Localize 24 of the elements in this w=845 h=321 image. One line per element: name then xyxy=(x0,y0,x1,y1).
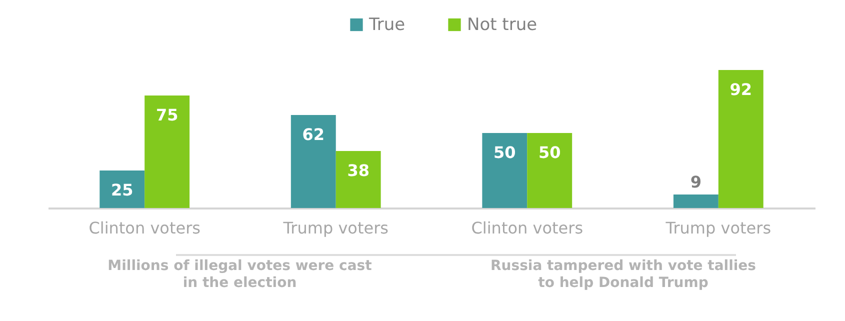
data-label: 25 xyxy=(110,180,134,200)
x-tick-label: Clinton voters xyxy=(88,218,200,238)
bar xyxy=(718,70,764,208)
data-label: 50 xyxy=(538,143,561,162)
x-tick-label: Trump voters xyxy=(282,218,388,238)
bar xyxy=(100,170,145,208)
x-tick-label: Trump voters xyxy=(664,218,772,238)
bar xyxy=(527,133,572,208)
x-tick-label: Clinton voters xyxy=(471,218,584,238)
data-label: 62 xyxy=(302,125,325,144)
bar xyxy=(336,151,381,208)
bar xyxy=(673,194,718,208)
text: Millions of illegal votes were cast in the election xyxy=(106,258,373,292)
bar xyxy=(290,115,336,208)
data-label: 50 xyxy=(494,143,516,162)
legend-label: True xyxy=(368,14,406,35)
bar xyxy=(482,133,528,208)
data-label: 75 xyxy=(156,106,178,124)
legend-label: Not true xyxy=(467,14,538,35)
data-label: 92 xyxy=(730,80,752,99)
text: Russia tampered with vote tallies to help Donald Trump xyxy=(489,258,757,292)
data-label: 38 xyxy=(347,161,370,180)
data-label: 9 xyxy=(690,172,702,192)
bar xyxy=(144,96,190,208)
